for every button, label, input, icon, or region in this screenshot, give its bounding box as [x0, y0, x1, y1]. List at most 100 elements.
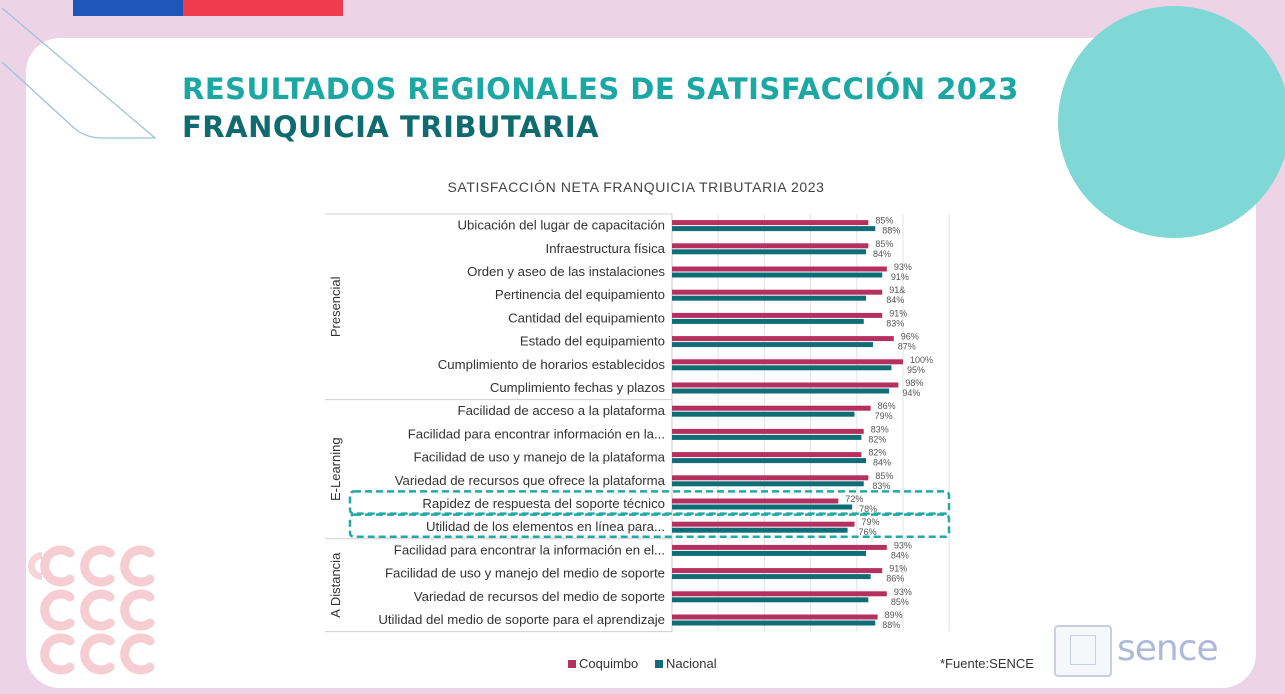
data-label-coquimbo: 98%	[905, 378, 923, 388]
data-label-coquimbo: 91%	[889, 564, 907, 574]
data-label-nacional: 84%	[873, 458, 891, 468]
category-label: Variedad de recursos que ofrece la plata…	[395, 473, 666, 488]
bar-coquimbo	[672, 243, 869, 249]
chart-groups: Presencial E-Learning A Distancia	[325, 213, 951, 633]
data-label-coquimbo: 91&	[889, 285, 905, 295]
category-label: Utilidad del medio de soporte para el ap…	[378, 612, 665, 627]
bar-nacional	[672, 249, 867, 255]
bar-coquimbo	[672, 336, 894, 342]
bar-coquimbo	[672, 521, 855, 527]
chart-bars	[672, 220, 903, 626]
category-label: Infraestructura física	[546, 241, 666, 256]
legend-swatch	[655, 660, 663, 668]
data-label-nacional: 84%	[873, 249, 891, 259]
bar-coquimbo	[672, 498, 839, 504]
bar-coquimbo	[672, 591, 887, 597]
category-label: Ubicación del lugar de capacitación	[458, 218, 665, 233]
data-label-coquimbo: 89%	[885, 610, 903, 620]
chart-labels: Ubicación del lugar de capacitación 85%88…	[378, 216, 933, 630]
data-label-nacional: 85%	[891, 597, 909, 607]
category-label: Cumplimiento de horarios establecidos	[438, 357, 666, 372]
category-label: Estado del equipamiento	[520, 334, 665, 349]
data-label-coquimbo: 85%	[875, 216, 893, 226]
content-card	[26, 38, 1256, 688]
bar-nacional	[672, 434, 862, 440]
bar-nacional	[672, 550, 867, 556]
government-logo	[1054, 625, 1112, 677]
data-label-nacional: 86%	[886, 574, 904, 584]
group-label: Presencial	[328, 276, 343, 337]
bar-nacional	[672, 620, 876, 626]
bar-nacional	[672, 504, 853, 510]
bar-nacional	[672, 411, 855, 417]
data-label-coquimbo: 83%	[871, 424, 889, 434]
category-label: Facilidad de acceso a la plataforma	[458, 403, 666, 418]
data-label-nacional: 82%	[868, 434, 886, 444]
bar-nacional	[672, 527, 848, 533]
data-label-nacional: 79%	[875, 411, 893, 421]
data-label-coquimbo: 85%	[875, 239, 893, 249]
bar-nacional	[672, 574, 871, 580]
bar-nacional	[672, 272, 883, 278]
data-label-coquimbo: 85%	[875, 471, 893, 481]
data-label-nacional: 88%	[882, 620, 900, 630]
legend-swatch	[568, 660, 576, 668]
decorative-circle	[1058, 6, 1285, 238]
data-label-nacional: 76%	[858, 527, 876, 537]
page-title: RESULTADOS REGIONALES DE SATISFACCIÓN 20…	[182, 72, 1019, 106]
bar-nacional	[672, 365, 892, 371]
bar-nacional	[672, 597, 869, 603]
data-label-coquimbo: 100%	[910, 355, 933, 365]
data-label-nacional: 87%	[898, 342, 916, 352]
category-label: Orden y aseo de las instalaciones	[467, 264, 665, 279]
chart-legend: Coquimbo Nacional *Fuente:SENCE	[568, 656, 1034, 671]
group-label: A Distancia	[328, 552, 343, 618]
category-label: Facilidad para encontrar información en …	[408, 426, 665, 441]
data-label-nacional: 83%	[886, 318, 904, 328]
data-label-nacional: 84%	[886, 295, 904, 305]
bar-coquimbo	[672, 382, 899, 388]
bar-nacional	[672, 481, 864, 487]
data-label-nacional: 84%	[891, 550, 909, 560]
bar-coquimbo	[672, 220, 869, 226]
bar-coquimbo	[672, 405, 871, 411]
category-label: Facilidad de uso y manejo del medio de s…	[385, 566, 665, 581]
data-label-coquimbo: 72%	[845, 494, 863, 504]
category-label: Facilidad de uso y manejo de la platafor…	[414, 450, 666, 465]
legend-label: Nacional	[666, 656, 717, 671]
bar-coquimbo	[672, 544, 887, 550]
bar-nacional	[672, 226, 876, 232]
group-label: E-Learning	[328, 437, 343, 501]
category-label: Facilidad para encontrar la información …	[394, 542, 665, 557]
bar-nacional	[672, 458, 867, 464]
data-label-nacional: 88%	[882, 226, 900, 236]
bar-coquimbo	[672, 475, 869, 481]
category-label: Cumplimiento fechas y plazos	[490, 380, 666, 395]
bar-coquimbo	[672, 289, 883, 295]
data-label-coquimbo: 93%	[894, 587, 912, 597]
category-label: Pertinencia del equipamiento	[495, 287, 665, 302]
bar-coquimbo	[672, 614, 878, 620]
bar-coquimbo	[672, 428, 864, 434]
decorative-pattern	[28, 552, 42, 580]
data-label-nacional: 78%	[859, 504, 877, 514]
legend-label: Coquimbo	[579, 656, 638, 671]
flag-stripe-blue	[73, 0, 183, 16]
data-label-coquimbo: 93%	[894, 262, 912, 272]
data-label-coquimbo: 79%	[861, 517, 879, 527]
bar-nacional	[672, 388, 890, 394]
data-label-nacional: 91%	[891, 272, 909, 282]
bar-coquimbo	[672, 568, 883, 574]
bar-nacional	[672, 342, 873, 348]
data-label-coquimbo: 96%	[901, 332, 919, 342]
data-label-nacional: 83%	[872, 481, 890, 491]
bar-nacional	[672, 295, 867, 301]
sence-logo: sence	[1117, 628, 1219, 669]
data-label-coquimbo: 86%	[878, 401, 896, 411]
data-label-nacional: 94%	[902, 388, 920, 398]
bar-coquimbo	[672, 359, 903, 365]
category-label: Utilidad de los elementos en línea para.…	[426, 519, 665, 534]
data-label-coquimbo: 93%	[894, 540, 912, 550]
